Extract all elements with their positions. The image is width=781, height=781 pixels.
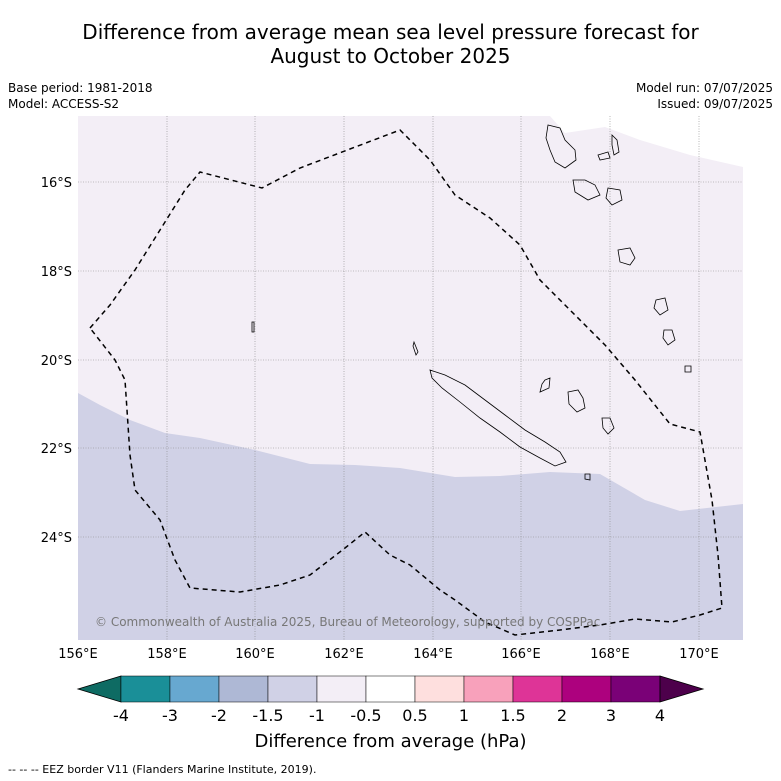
lon-label: 162°E (324, 647, 364, 662)
colorbar-segment (414, 675, 465, 703)
latitude-labels: 16°S 18°S 20°S 22°S 24°S (41, 176, 72, 546)
lon-label: 170°E (679, 647, 719, 662)
colorbar-tick-label: -1.5 (252, 706, 283, 725)
islet (539, 377, 551, 393)
islet (597, 151, 611, 161)
colorbar-tick-label: 1.5 (500, 706, 525, 725)
islet (653, 297, 669, 316)
islet (567, 389, 586, 413)
colorbar-tick-label: 2 (557, 706, 567, 725)
neutral-region (520, 116, 743, 167)
colorbar-segment (169, 675, 220, 703)
issued-date: Issued: 09/07/2025 (657, 97, 773, 111)
lat-label: 20°S (41, 354, 72, 369)
colorbar-tick-label: 3 (606, 706, 616, 725)
colorbar-tick-label: 1 (459, 706, 469, 725)
colorbar-segment (218, 675, 269, 703)
eez-border (89, 129, 723, 636)
grid-lines (78, 116, 743, 640)
colorbar-segment (463, 675, 514, 703)
negative-anomaly-region (78, 393, 743, 640)
islet (605, 187, 623, 206)
islet (412, 340, 419, 356)
model-run: Model run: 07/07/2025 (635, 81, 773, 95)
title-line-2: August to October 2025 (270, 44, 511, 68)
colorbar-tick-label: -2 (211, 706, 227, 725)
map-title: Difference from average mean sea level p… (0, 20, 781, 68)
islet (251, 321, 255, 333)
colorbar-tick-label: -0.5 (350, 706, 381, 725)
lon-label: 156°E (58, 647, 98, 662)
map-area: © Commonwealth of Australia 2025, Bureau… (78, 116, 743, 640)
lat-label: 24°S (41, 531, 72, 546)
islet (684, 365, 692, 373)
colorbar-segment (512, 675, 563, 703)
colorbar-title: Difference from average (hPa) (254, 731, 527, 752)
vanuatu-island (617, 247, 636, 266)
colorbar-tick-label: 0.5 (402, 706, 427, 725)
islet (662, 329, 676, 346)
colorbar-tick-label: 4 (655, 706, 665, 725)
colorbar-segment (610, 675, 661, 703)
lat-label: 22°S (41, 442, 72, 457)
colorbar-segment (561, 675, 612, 703)
lon-label: 168°E (590, 647, 630, 662)
colorbar (76, 675, 705, 703)
colorbar-segment (316, 675, 367, 703)
islet (584, 473, 591, 481)
islet (611, 134, 620, 156)
lon-label: 164°E (413, 647, 453, 662)
lon-label: 166°E (501, 647, 541, 662)
islet (601, 417, 615, 435)
lat-label: 16°S (41, 176, 72, 191)
base-period: Base period: 1981-2018 (8, 81, 153, 95)
new-caledonia-island (429, 369, 567, 467)
lon-label: 160°E (235, 647, 275, 662)
meta-left: Base period: 1981-2018 Model: ACCESS-S2 (8, 80, 153, 112)
title-line-1: Difference from average mean sea level p… (82, 20, 699, 44)
lat-label: 18°S (41, 265, 72, 280)
colorbar-tick-label: -3 (162, 706, 178, 725)
vanuatu-island (545, 124, 577, 169)
vanuatu-island (572, 179, 601, 201)
colorbar-tick-label: -1 (309, 706, 325, 725)
colorbar-arrow-left (76, 675, 122, 703)
colorbar-tick-labels: -4 -3 -2 -1.5 -1 -0.5 0.5 1 1.5 2 3 4 (113, 706, 665, 725)
colorbar-tick-label: -4 (113, 706, 129, 725)
copyright-text: © Commonwealth of Australia 2025, Bureau… (95, 615, 600, 629)
model-name: Model: ACCESS-S2 (8, 97, 120, 111)
colorbar-arrow-right (659, 675, 705, 703)
lon-label: 158°E (147, 647, 187, 662)
colorbar-segment (267, 675, 318, 703)
eez-legend-footer: -- -- -- EEZ border V11 (Flanders Marine… (8, 763, 317, 776)
meta-right: Model run: 07/07/2025 Issued: 09/07/2025 (636, 80, 773, 112)
colorbar-segment (120, 675, 171, 703)
longitude-labels: 156°E 158°E 160°E 162°E 164°E 166°E 168°… (58, 647, 719, 662)
colorbar-segment (365, 675, 416, 703)
